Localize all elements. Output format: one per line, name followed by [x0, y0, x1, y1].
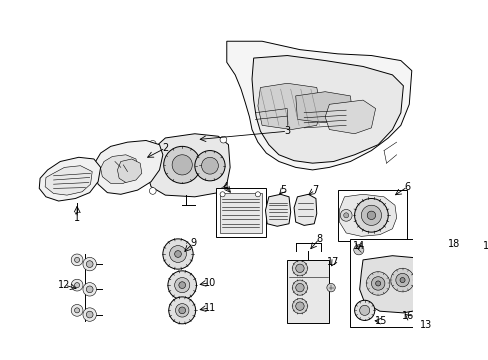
Circle shape	[295, 264, 304, 273]
Text: 15: 15	[375, 316, 387, 326]
Bar	[337, 190, 406, 240]
Circle shape	[255, 192, 260, 197]
Circle shape	[353, 245, 363, 255]
Circle shape	[479, 259, 488, 269]
Circle shape	[413, 267, 437, 291]
Polygon shape	[101, 155, 138, 183]
Circle shape	[359, 305, 369, 315]
Circle shape	[375, 281, 380, 286]
Text: 16: 16	[401, 311, 413, 321]
Text: 4: 4	[223, 182, 228, 192]
Polygon shape	[117, 159, 142, 183]
Circle shape	[169, 246, 186, 262]
Circle shape	[179, 282, 185, 288]
Circle shape	[74, 308, 80, 313]
Bar	[220, 193, 262, 233]
Polygon shape	[295, 92, 352, 123]
Circle shape	[292, 261, 307, 276]
Circle shape	[201, 157, 218, 174]
Circle shape	[71, 305, 83, 316]
Circle shape	[423, 277, 428, 282]
Bar	[215, 188, 266, 237]
Circle shape	[71, 279, 83, 291]
Text: 11: 11	[203, 303, 216, 313]
Text: 10: 10	[203, 278, 216, 288]
Text: 3: 3	[284, 126, 290, 136]
Circle shape	[340, 210, 351, 221]
Text: 18: 18	[447, 239, 459, 249]
Circle shape	[86, 261, 93, 267]
Circle shape	[292, 298, 307, 314]
Circle shape	[295, 302, 304, 310]
Circle shape	[174, 278, 189, 293]
Polygon shape	[265, 194, 290, 226]
Circle shape	[446, 247, 455, 256]
Polygon shape	[293, 194, 316, 225]
Text: 9: 9	[190, 238, 196, 248]
Circle shape	[175, 303, 188, 317]
Polygon shape	[226, 41, 411, 170]
Polygon shape	[325, 100, 375, 134]
Circle shape	[371, 277, 384, 290]
Circle shape	[390, 268, 413, 292]
Polygon shape	[257, 83, 320, 130]
Text: 1: 1	[74, 213, 80, 223]
Polygon shape	[359, 256, 442, 313]
Circle shape	[395, 273, 408, 287]
Text: 14: 14	[352, 240, 364, 251]
Text: 5: 5	[280, 185, 285, 195]
Circle shape	[86, 311, 93, 318]
Polygon shape	[146, 134, 230, 197]
Circle shape	[354, 300, 374, 320]
Polygon shape	[39, 157, 101, 201]
Circle shape	[86, 286, 93, 293]
Text: 17: 17	[327, 257, 339, 267]
Circle shape	[168, 297, 195, 324]
Circle shape	[354, 198, 387, 232]
Circle shape	[149, 140, 156, 147]
Circle shape	[179, 307, 185, 314]
Circle shape	[149, 188, 156, 194]
Circle shape	[361, 205, 381, 225]
Circle shape	[174, 251, 181, 257]
Text: 6: 6	[404, 182, 410, 192]
Circle shape	[163, 147, 200, 183]
Circle shape	[221, 187, 227, 193]
Polygon shape	[45, 166, 92, 195]
Circle shape	[74, 283, 80, 288]
Circle shape	[74, 257, 80, 262]
Polygon shape	[339, 194, 396, 237]
Text: 8: 8	[316, 234, 322, 244]
Circle shape	[71, 254, 83, 266]
Circle shape	[343, 213, 348, 218]
Circle shape	[83, 257, 96, 271]
Text: 7: 7	[311, 185, 318, 195]
Polygon shape	[251, 55, 403, 163]
Circle shape	[220, 136, 226, 143]
Circle shape	[326, 283, 335, 292]
Circle shape	[399, 278, 404, 283]
Circle shape	[292, 280, 307, 295]
Circle shape	[167, 271, 196, 300]
Polygon shape	[94, 140, 163, 194]
Circle shape	[419, 273, 432, 286]
Text: 13: 13	[419, 320, 431, 330]
Circle shape	[295, 283, 304, 292]
Circle shape	[83, 308, 96, 321]
Text: 12: 12	[58, 280, 70, 290]
Circle shape	[83, 283, 96, 296]
Bar	[287, 260, 329, 323]
Circle shape	[366, 272, 389, 295]
Circle shape	[220, 192, 224, 197]
Text: 2: 2	[162, 143, 168, 153]
Circle shape	[163, 239, 193, 269]
Circle shape	[194, 150, 224, 181]
Bar	[350, 239, 459, 327]
Text: 19: 19	[482, 240, 488, 251]
Circle shape	[172, 155, 192, 175]
Circle shape	[366, 211, 375, 220]
